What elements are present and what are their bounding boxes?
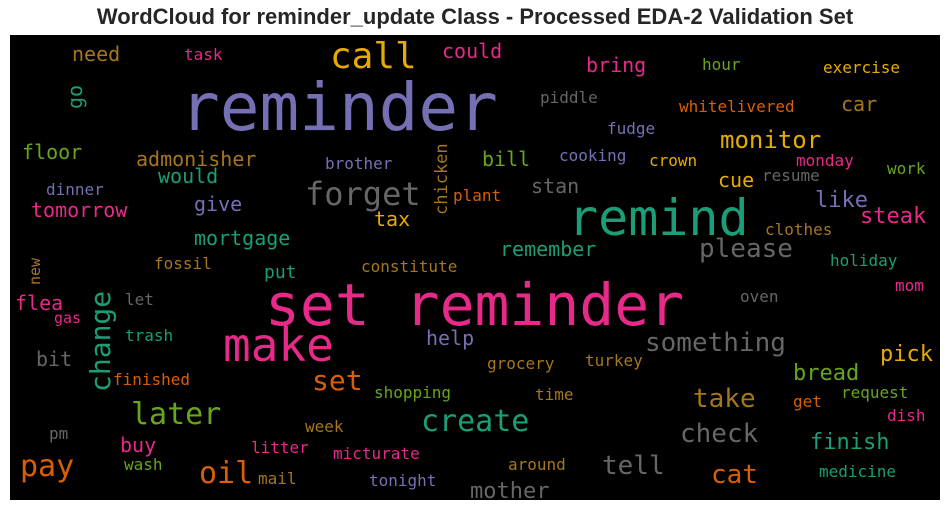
word-check: check <box>680 419 759 449</box>
word-micturate: micturate <box>333 444 420 463</box>
word-need: need <box>72 42 120 66</box>
word-later: later <box>131 397 221 432</box>
word-create: create <box>421 404 529 439</box>
word-put: put <box>264 262 297 283</box>
word-fudge: fudge <box>607 119 655 138</box>
word-reminder: reminder <box>180 69 498 146</box>
word-flea: flea <box>15 291 63 315</box>
word-trash: trash <box>125 326 173 345</box>
word-exercise: exercise <box>823 58 900 77</box>
word-oil: oil <box>199 456 253 491</box>
word-like: like <box>815 188 868 213</box>
word-gas: gas <box>54 309 81 327</box>
word-bit: bit <box>36 347 72 371</box>
word-help: help <box>426 326 474 350</box>
word-brother: brother <box>325 154 393 173</box>
word-litter: litter <box>251 438 309 457</box>
wordcloud-svg: reminder set reminder remind make call forget… <box>15 36 933 500</box>
word-something: something <box>645 328 786 358</box>
word-medicine: medicine <box>819 462 896 481</box>
word-finish: finish <box>810 430 889 455</box>
word-clothes: clothes <box>765 220 832 239</box>
word-cue: cue <box>718 168 754 192</box>
word-would: would <box>158 164 218 188</box>
word-pick: pick <box>880 342 933 367</box>
word-bread: bread <box>793 361 859 386</box>
word-dinner: dinner <box>46 180 104 199</box>
word-make: make <box>223 318 334 372</box>
word-set: set <box>312 364 363 397</box>
word-grocery: grocery <box>487 354 555 373</box>
word-steak: steak <box>860 204 926 229</box>
word-car: car <box>841 92 877 116</box>
word-tax: tax <box>374 207 410 231</box>
word-change: change <box>84 291 117 392</box>
word-remember: remember <box>500 237 596 261</box>
word-plant: plant <box>453 186 501 205</box>
word-chicken: chicken <box>432 143 452 215</box>
word-call: call <box>330 36 417 77</box>
word-let: let <box>125 290 154 309</box>
word-monday: monday <box>796 151 854 170</box>
word-bring: bring <box>586 53 646 77</box>
word-mom: mom <box>895 276 924 295</box>
word-oven: oven <box>740 287 779 306</box>
word-please: please <box>699 234 793 264</box>
word-finished: finished <box>113 370 190 389</box>
word-pm: pm <box>49 424 68 443</box>
word-fossil: fossil <box>154 254 212 273</box>
word-crown: crown <box>649 151 697 170</box>
word-pay: pay <box>20 449 74 484</box>
wordcloud-canvas: reminder set reminder remind make call forget… <box>10 35 940 500</box>
word-around: around <box>508 455 566 474</box>
word-bill: bill <box>482 147 530 171</box>
word-could: could <box>442 39 502 63</box>
word-take: take <box>693 384 756 414</box>
word-holiday: holiday <box>830 251 898 270</box>
word-cooking: cooking <box>559 146 626 165</box>
word-mortgage: mortgage <box>194 226 290 250</box>
word-shopping: shopping <box>374 383 451 402</box>
word-remind: remind <box>568 189 749 247</box>
word-dish: dish <box>887 406 926 425</box>
word-buy: buy <box>120 433 156 457</box>
word-piddle: piddle <box>540 88 598 107</box>
word-new: new <box>26 257 44 285</box>
chart-title: WordCloud for reminder_update Class - Pr… <box>96 4 854 29</box>
word-week: week <box>305 417 344 436</box>
word-floor: floor <box>22 140 82 164</box>
word-request: request <box>841 383 908 402</box>
word-mail: mail <box>258 469 297 488</box>
word-tomorrow: tomorrow <box>31 198 128 222</box>
word-constitute: constitute <box>361 257 457 276</box>
word-tonight: tonight <box>369 471 436 490</box>
word-mother: mother <box>470 479 549 500</box>
word-resume: resume <box>762 166 820 185</box>
word-go: go <box>63 85 87 109</box>
word-give: give <box>194 192 242 216</box>
word-work: work <box>887 159 926 178</box>
word-hour: hour <box>702 55 741 74</box>
word-admonisher: admonisher <box>136 147 256 171</box>
word-get: get <box>793 392 822 411</box>
word-forget: forget <box>305 175 421 213</box>
word-whitelivered: whitelivered <box>679 97 795 116</box>
word-cat: cat <box>711 460 758 490</box>
word-wash: wash <box>124 455 163 474</box>
word-monitor: monitor <box>720 126 821 154</box>
word-task: task <box>184 45 223 64</box>
word-stan: stan <box>531 174 579 198</box>
word-set-reminder: set reminder <box>265 271 684 339</box>
word-time: time <box>535 385 574 404</box>
word-tell: tell <box>602 451 665 481</box>
word-turkey: turkey <box>585 351 643 370</box>
